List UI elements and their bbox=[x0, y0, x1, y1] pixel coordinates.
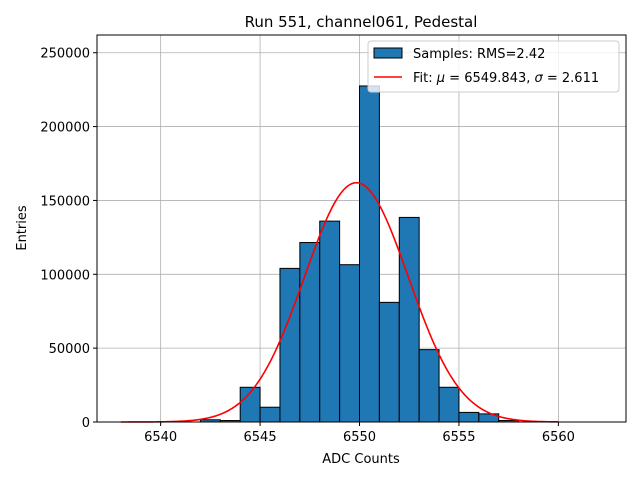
x-axis-label: ADC Counts bbox=[322, 452, 400, 467]
histogram-bar bbox=[378, 301, 400, 423]
y-axis-label: Entries bbox=[15, 205, 30, 251]
y-tick-label: 100000 bbox=[40, 268, 90, 283]
chart-title: Run 551, channel061, Pedestal bbox=[245, 13, 478, 31]
x-tick-label: 6545 bbox=[244, 430, 277, 445]
y-tick-label: 50000 bbox=[49, 342, 90, 357]
y-tick-label: 200000 bbox=[40, 121, 90, 136]
x-tick-label: 6560 bbox=[542, 430, 575, 445]
x-tick-label: 6540 bbox=[144, 430, 177, 445]
legend-fit-mu-symbol: μ bbox=[436, 71, 445, 86]
legend-swatch-samples bbox=[373, 47, 403, 59]
legend-box bbox=[367, 40, 620, 93]
y-tick-label: 150000 bbox=[40, 194, 90, 209]
legend-fit-sigma-symbol: σ bbox=[535, 71, 544, 86]
legend-fit-sigma-value: = 2.611 bbox=[543, 71, 599, 86]
plot-area-frame bbox=[96, 34, 627, 423]
y-tick-label: 250000 bbox=[40, 47, 90, 62]
histogram-bar bbox=[259, 406, 281, 423]
fit-curve bbox=[120, 181, 559, 423]
histogram-bar bbox=[339, 264, 361, 423]
y-axis-ticks: 0 50000 100000 150000 200000 250000 bbox=[40, 47, 97, 431]
histogram-bar bbox=[319, 220, 341, 423]
legend-fit-prefix: Fit: bbox=[413, 71, 437, 86]
legend-label-fit: Fit: μ = 6549.843, σ = 2.611 bbox=[413, 71, 599, 86]
legend-fit-mu-value: = 6549.843, bbox=[445, 71, 534, 86]
fit-curve-layer bbox=[120, 181, 559, 423]
histogram-bar bbox=[279, 267, 301, 423]
histogram-bar bbox=[458, 411, 480, 423]
legend-label-samples: Samples: RMS=2.42 bbox=[413, 47, 545, 62]
legend: Samples: RMS=2.42 Fit: μ = 6549.843, σ =… bbox=[367, 40, 620, 93]
histogram-bar bbox=[299, 242, 321, 423]
x-tick-label: 6550 bbox=[343, 430, 376, 445]
histogram-bar bbox=[438, 386, 460, 423]
x-tick-label: 6555 bbox=[442, 430, 475, 445]
histogram-bar bbox=[418, 349, 440, 423]
y-tick-label: 0 bbox=[82, 416, 90, 431]
histogram-bar bbox=[398, 216, 420, 423]
x-axis-ticks: 6540 6545 6550 6555 6560 bbox=[144, 422, 575, 445]
histogram-bar bbox=[359, 85, 380, 423]
